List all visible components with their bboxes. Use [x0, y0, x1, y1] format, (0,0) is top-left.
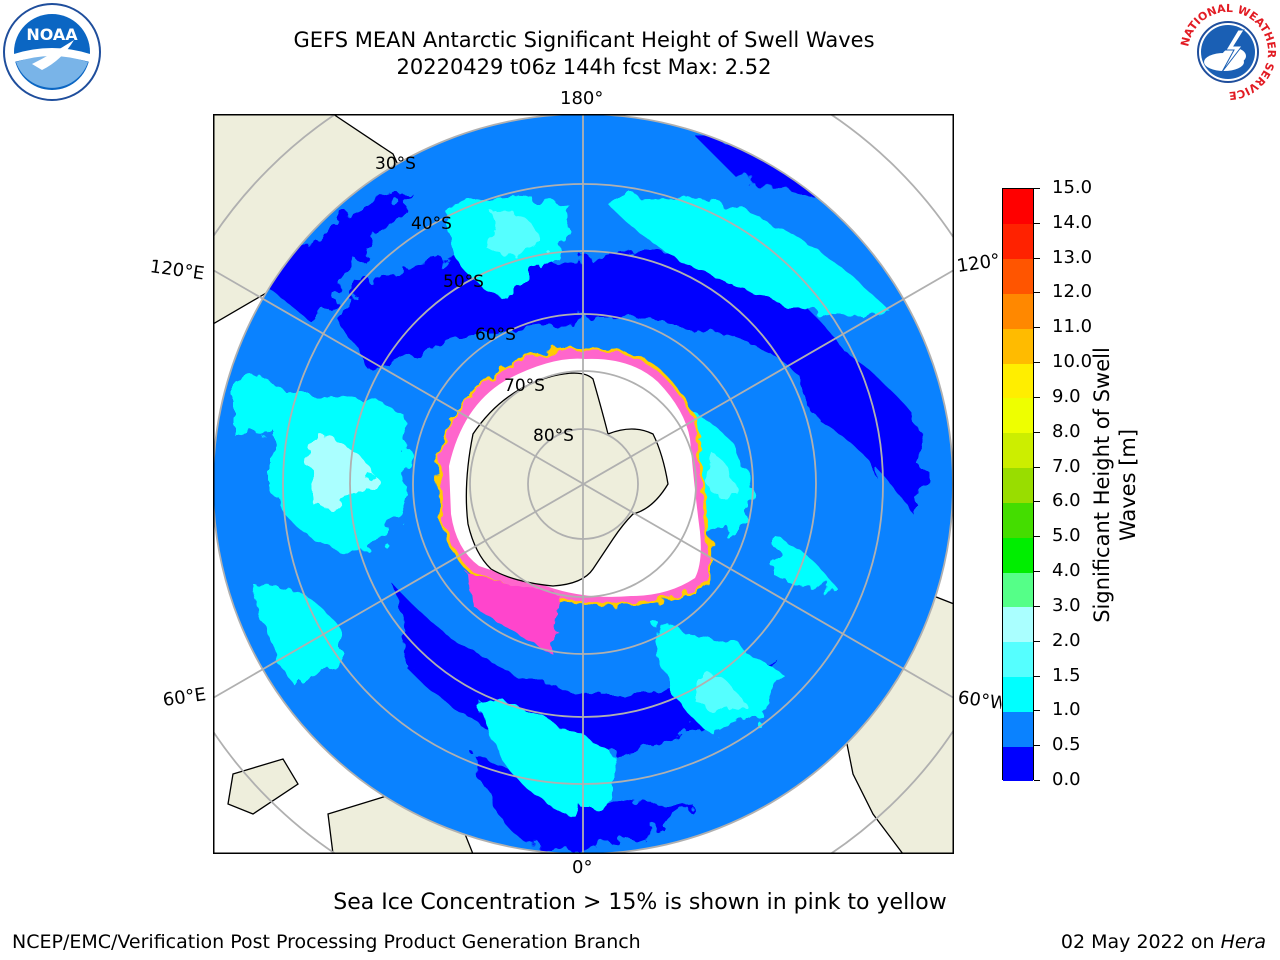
colorbar-segment — [1003, 711, 1033, 747]
colorbar-tick — [1034, 745, 1040, 747]
polar-map: 30°S 40°S 50°S 60°S 70°S 80°S — [213, 114, 954, 854]
colorbar-title-line1: Significant Height of Swell — [1090, 347, 1114, 623]
colorbar-tick-label: 14.0 — [1052, 211, 1093, 233]
colorbar-tick — [1034, 536, 1040, 538]
colorbar-segment — [1003, 606, 1033, 643]
colorbar-segment — [1003, 397, 1033, 434]
colorbar-segment — [1003, 537, 1033, 573]
colorbar-tick-label: 12.0 — [1052, 281, 1093, 303]
colorbar-segment — [1003, 189, 1033, 225]
noaa-logo-text: NOAA — [26, 25, 78, 44]
lat-label: 60°S — [475, 325, 516, 345]
colorbar-tick-label: 2.0 — [1052, 629, 1081, 651]
colorbar-tick-label: 15.0 — [1052, 177, 1093, 198]
colorbar-tick-label: 11.0 — [1052, 316, 1093, 338]
lat-label: 70°S — [504, 376, 545, 396]
noaa-logo: NOAA — [2, 2, 102, 102]
footer-machine: Hera — [1220, 931, 1266, 953]
colorbar-tick — [1034, 292, 1040, 294]
colorbar-segment — [1003, 676, 1033, 712]
colorbar-tick-label: 5.0 — [1052, 525, 1081, 547]
colorbar-tick-label: 0.5 — [1052, 734, 1081, 756]
colorbar-tick — [1034, 327, 1040, 329]
colorbar — [1002, 188, 1034, 782]
colorbar-segment — [1003, 223, 1033, 260]
colorbar-tick-label: 1.0 — [1052, 699, 1081, 721]
colorbar-tick — [1034, 640, 1040, 642]
colorbar-tick — [1034, 710, 1040, 712]
colorbar-segment — [1003, 641, 1033, 678]
colorbar-tick — [1034, 501, 1040, 503]
colorbar-tick-label: 10.0 — [1052, 351, 1093, 373]
colorbar-tick-label: 13.0 — [1052, 246, 1093, 268]
nws-logo: NATIONAL WEATHER SERVICE — [1176, 0, 1280, 104]
footer-date-text: 02 May 2022 on — [1060, 931, 1221, 953]
colorbar-tick-label: 3.0 — [1052, 594, 1081, 616]
lat-label: 80°S — [533, 426, 574, 446]
colorbar-segment — [1003, 432, 1033, 469]
colorbar-tick-label: 1.5 — [1052, 664, 1081, 686]
chart-title: GEFS MEAN Antarctic Significant Height o… — [293, 28, 875, 52]
colorbar-tick-label: 9.0 — [1052, 385, 1081, 407]
colorbar-segment — [1003, 328, 1033, 364]
colorbar-segment — [1003, 363, 1033, 399]
lon-label-upper-right: 120°W — [955, 249, 1003, 277]
lon-label-lower-right: 60°W — [956, 687, 1004, 715]
colorbar-tick-label: 0.0 — [1052, 769, 1081, 790]
footer-credit: NCEP/EMC/Verification Post Processing Pr… — [12, 931, 641, 953]
colorbar-segment — [1003, 467, 1033, 503]
sea-ice-footnote: Sea Ice Concentration > 15% is shown in … — [333, 890, 947, 915]
colorbar-tick — [1034, 466, 1040, 468]
colorbar-tick-label: 6.0 — [1052, 490, 1081, 512]
lon-label-upper-left: 120°E — [148, 256, 206, 285]
lat-label: 40°S — [411, 214, 452, 234]
lon-label-lower-left: 60°E — [161, 684, 208, 711]
chart-subtitle: 20220429 t06z 144h fcst Max: 2.52 — [396, 55, 772, 79]
colorbar-segment — [1003, 293, 1033, 329]
colorbar-tick — [1034, 222, 1040, 224]
lat-label: 50°S — [443, 272, 484, 292]
footer-date: 02 May 2022 on Hera — [1061, 931, 1266, 953]
colorbar-tick-label: 7.0 — [1052, 455, 1081, 477]
lon-label-bottom: 0° — [572, 857, 593, 878]
colorbar-tick-label: 4.0 — [1052, 560, 1081, 582]
colorbar-tick — [1034, 188, 1040, 189]
colorbar-tick — [1034, 431, 1040, 433]
colorbar-tick — [1034, 362, 1040, 364]
colorbar-tick — [1034, 257, 1040, 259]
colorbar-title: Significant Height of Swell Waves [m] — [1089, 347, 1141, 623]
colorbar-segment — [1003, 572, 1033, 608]
colorbar-segment — [1003, 258, 1033, 294]
lon-label-top: 180° — [560, 88, 604, 109]
colorbar-tick — [1034, 675, 1040, 677]
colorbar-tick-label: 8.0 — [1052, 420, 1081, 442]
colorbar-tick — [1034, 396, 1040, 398]
colorbar-segment — [1003, 746, 1033, 782]
colorbar-tick — [1034, 605, 1040, 607]
colorbar-tick — [1034, 571, 1040, 573]
colorbar-segment — [1003, 502, 1033, 538]
lat-label: 30°S — [375, 154, 416, 174]
colorbar-title-line2: Waves [m] — [1116, 428, 1140, 542]
colorbar-tick — [1034, 780, 1040, 781]
